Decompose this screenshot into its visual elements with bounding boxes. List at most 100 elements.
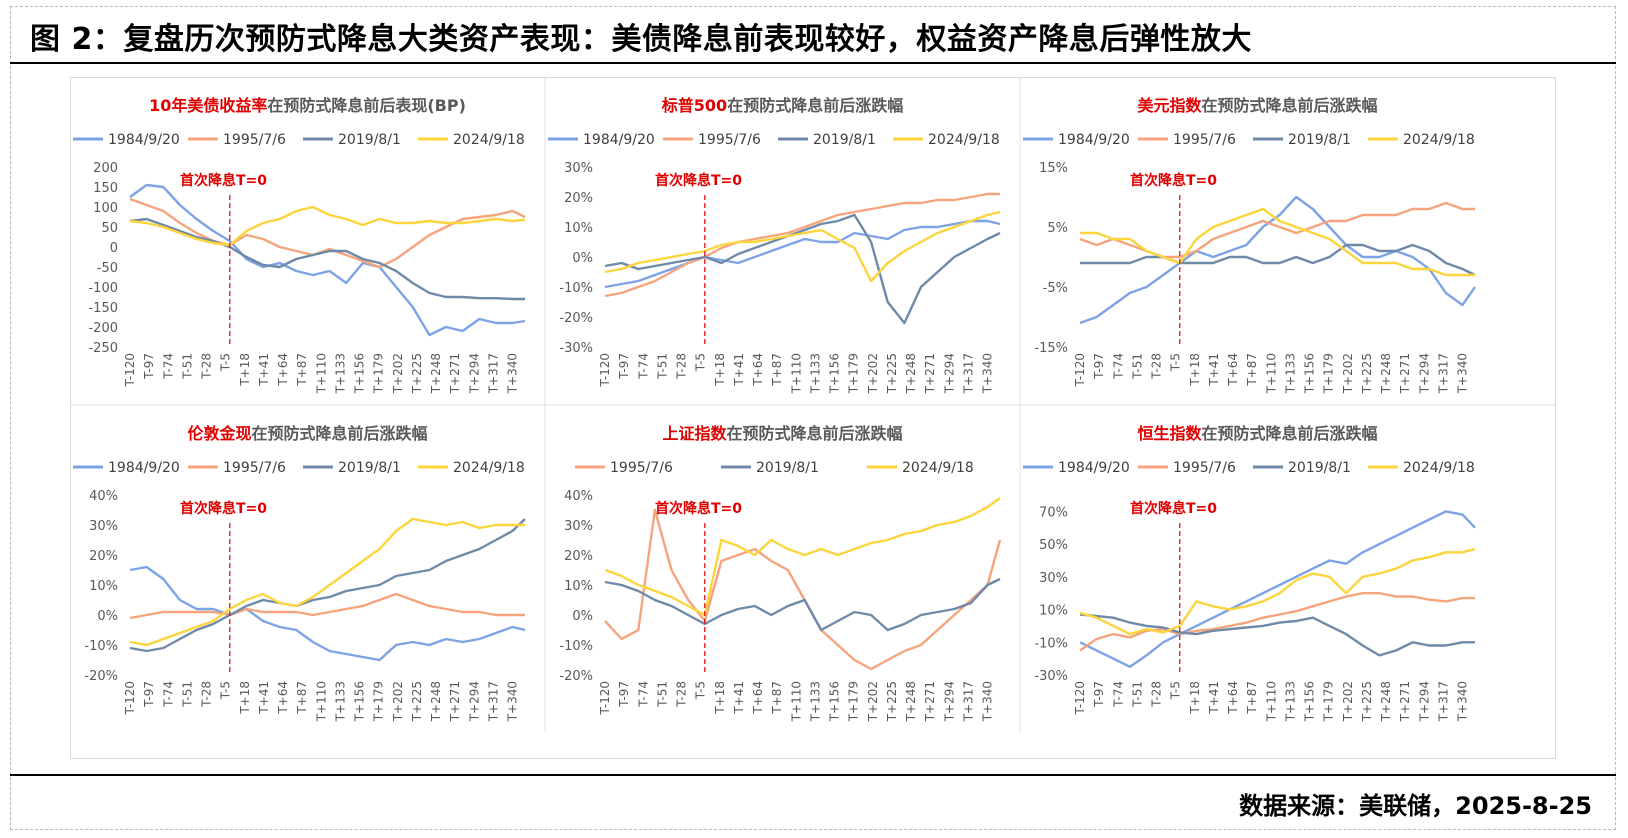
- series-line-1984-9-20: [1079, 195, 1476, 325]
- x-tick-label: T+18: [238, 353, 252, 387]
- title-rule: [10, 62, 1616, 64]
- x-tick-label: T+225: [885, 353, 899, 394]
- x-tick-label: T+41: [732, 353, 746, 387]
- y-tick-label: 5%: [1047, 221, 1068, 236]
- x-tick-label: T+87: [1245, 353, 1259, 387]
- x-tick-label: T-51: [655, 681, 669, 708]
- x-tick-label: T+41: [1207, 353, 1221, 387]
- x-tick-label: T+317: [1436, 681, 1450, 722]
- x-tick-label: T+317: [486, 353, 500, 394]
- x-tick-label: T+294: [1417, 353, 1431, 394]
- x-tick-label: T+248: [1379, 353, 1393, 394]
- legend-label: 1984/9/20: [108, 460, 180, 476]
- x-tick-label: T+340: [981, 353, 995, 394]
- chart-title-rest: 在预防式降息前后涨跌幅: [727, 96, 903, 115]
- y-tick-label: 10%: [89, 579, 118, 594]
- x-tick-label: T-120: [1073, 353, 1087, 387]
- x-tick-label: T+110: [789, 681, 803, 722]
- legend-label: 2024/9/18: [1403, 132, 1475, 148]
- y-tick-label: 30%: [564, 161, 593, 176]
- chart-title: 伦敦金现在预防式降息前后涨跌幅: [187, 424, 427, 443]
- legend-label: 2019/8/1: [338, 132, 401, 148]
- y-tick-label: 0%: [97, 609, 118, 624]
- legend-label: 2024/9/18: [453, 460, 525, 476]
- x-tick-label: T+64: [1226, 353, 1240, 387]
- x-tick-label: T-5: [219, 681, 233, 700]
- chart-panel-6: 恒生指数在预防式降息前后涨跌幅 1984/9/20 1995/7/6 2019/8/1…: [1023, 424, 1476, 722]
- x-tick-label: T-28: [675, 353, 689, 380]
- x-tick-label: T+18: [713, 353, 727, 387]
- x-tick-label: T+225: [1360, 353, 1374, 394]
- x-tick-label: T-97: [617, 681, 631, 708]
- x-tick-label: T+317: [1436, 353, 1450, 394]
- x-tick-label: T+64: [276, 353, 290, 387]
- y-tick-label: -20%: [84, 669, 118, 684]
- y-tick-label: -30%: [1034, 669, 1068, 684]
- x-tick-label: T+110: [314, 353, 328, 394]
- x-tick-label: T-97: [142, 353, 156, 380]
- chart-title: 10年美债收益率在预防式降息前后表现(BP): [149, 96, 466, 115]
- series-line-2024-9-18: [1079, 547, 1476, 636]
- series-line-1995-7-6: [129, 197, 526, 269]
- series-line-2019-8-1: [604, 213, 1001, 325]
- series-line-2019-8-1: [129, 518, 526, 653]
- x-tick-label: T-74: [636, 353, 650, 380]
- x-tick-label: T+225: [885, 681, 899, 722]
- x-tick-label: T+110: [789, 353, 803, 394]
- chart-title-rest: 在预防式降息前后表现(BP): [267, 96, 466, 115]
- x-tick-label: T+156: [353, 681, 367, 722]
- x-tick-label: T+340: [506, 681, 520, 722]
- x-tick-label: T+225: [410, 353, 424, 394]
- series-line-2019-8-1: [1080, 243, 1476, 277]
- chart-title-highlight: 恒生指数: [1137, 424, 1202, 443]
- x-tick-label: T+271: [1398, 353, 1412, 394]
- x-tick-label: T+133: [808, 681, 822, 722]
- x-tick-label: T-120: [598, 353, 612, 387]
- x-tick-label: T+87: [770, 681, 784, 715]
- first-cut-marker-label: 首次降息T=0: [655, 172, 742, 189]
- x-tick-label: T+64: [751, 681, 765, 715]
- first-cut-marker-label: 首次降息T=0: [655, 500, 742, 517]
- y-tick-label: -20%: [559, 311, 593, 326]
- series-line-1995-7-6: [129, 592, 525, 620]
- x-tick-label: T-51: [1130, 681, 1144, 708]
- first-cut-marker-label: 首次降息T=0: [1130, 500, 1217, 517]
- chart-title-rest: 在预防式降息前后涨跌幅: [252, 424, 428, 443]
- x-tick-label: T+294: [942, 681, 956, 722]
- x-tick-label: T+271: [448, 353, 462, 394]
- x-tick-label: T+294: [467, 681, 481, 722]
- x-tick-label: T+87: [1245, 681, 1259, 715]
- x-tick-label: T+133: [1283, 353, 1297, 394]
- x-tick-label: T+41: [1207, 681, 1221, 715]
- y-tick-label: 200: [93, 161, 118, 176]
- x-tick-label: T-74: [636, 681, 650, 708]
- legend-label: 1995/7/6: [223, 132, 286, 148]
- y-tick-label: 30%: [1039, 571, 1068, 586]
- x-tick-label: T+18: [238, 681, 252, 715]
- series-line-2019-8-1: [1079, 613, 1475, 657]
- chart-panel-5: 上证指数在预防式降息前后涨跌幅 1995/7/6 2019/8/1 2024/9/18…: [559, 424, 1002, 722]
- x-tick-label: T-120: [1073, 681, 1087, 715]
- legend-label: 2019/8/1: [1288, 460, 1351, 476]
- chart-title-rest: 在预防式降息前后涨跌幅: [727, 424, 903, 443]
- chart-title: 美元指数在预防式降息前后涨跌幅: [1137, 96, 1377, 115]
- x-tick-label: T+271: [1398, 681, 1412, 722]
- x-tick-label: T+156: [828, 353, 842, 394]
- series-line-2024-9-18: [604, 210, 1001, 283]
- legend-label: 2024/9/18: [453, 132, 525, 148]
- legend-label: 1995/7/6: [223, 460, 286, 476]
- x-tick-label: T-5: [219, 353, 233, 372]
- chart-title-rest: 在预防式降息前后涨跌幅: [1202, 96, 1378, 115]
- y-tick-label: -200: [88, 321, 118, 336]
- x-tick-label: T-5: [1169, 353, 1183, 372]
- y-tick-label: 10%: [564, 221, 593, 236]
- y-tick-label: -10%: [84, 639, 118, 654]
- x-tick-label: T+64: [1226, 681, 1240, 715]
- x-tick-label: T+271: [923, 681, 937, 722]
- y-tick-label: 40%: [89, 489, 118, 504]
- x-tick-label: T+133: [333, 681, 347, 722]
- data-source: 数据来源：美联储，2025-8-25: [1239, 792, 1592, 820]
- chart-title-highlight: 标普500: [661, 96, 727, 115]
- figure-frame: [10, 6, 1616, 830]
- x-tick-label: T+179: [1322, 353, 1336, 394]
